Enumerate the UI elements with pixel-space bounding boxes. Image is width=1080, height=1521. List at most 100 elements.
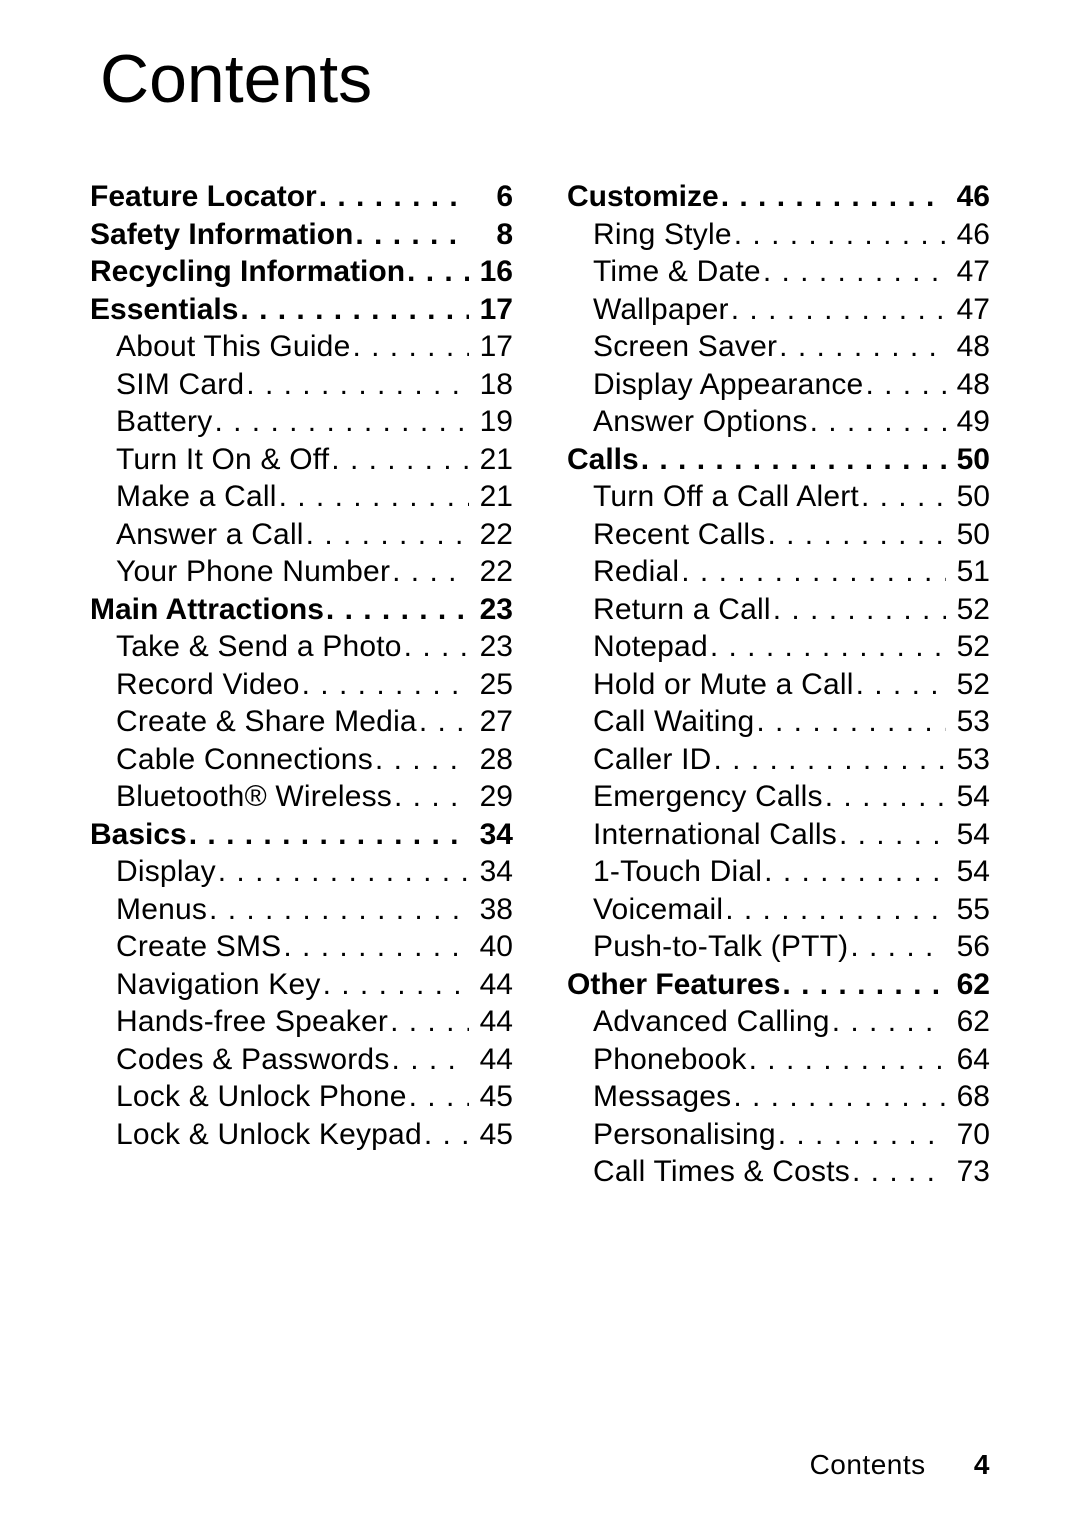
toc-entry-page: 50 bbox=[948, 441, 990, 479]
toc-item: Make a Call21 bbox=[90, 478, 513, 516]
toc-item: Caller ID53 bbox=[567, 741, 990, 779]
toc-leader-dots bbox=[355, 216, 469, 254]
toc-entry-page: 22 bbox=[471, 553, 513, 591]
toc-leader-dots bbox=[218, 853, 469, 891]
toc-entry-page: 34 bbox=[471, 853, 513, 891]
toc-leader-dots bbox=[825, 778, 946, 816]
toc-entry-page: 52 bbox=[948, 591, 990, 629]
toc-entry-label: Notepad bbox=[593, 628, 708, 666]
toc-entry-label: Essentials bbox=[90, 291, 238, 329]
footer-label: Contents bbox=[810, 1449, 926, 1480]
toc-item: About This Guide17 bbox=[90, 328, 513, 366]
toc-item: Call Waiting53 bbox=[567, 703, 990, 741]
toc-entry-label: Ring Style bbox=[593, 216, 732, 254]
toc-leader-dots bbox=[721, 178, 946, 216]
toc-item: Push-to-Talk (PTT)56 bbox=[567, 928, 990, 966]
toc-leader-dots bbox=[319, 178, 469, 216]
toc-leader-dots bbox=[763, 253, 946, 291]
toc-entry-label: International Calls bbox=[593, 816, 837, 854]
toc-leader-dots bbox=[714, 741, 947, 779]
toc-entry-label: Voicemail bbox=[593, 891, 723, 929]
toc-entry-page: 47 bbox=[948, 253, 990, 291]
toc-leader-dots bbox=[326, 591, 469, 629]
toc-entry-label: Cable Connections bbox=[116, 741, 373, 779]
toc-entry-page: 25 bbox=[471, 666, 513, 704]
toc-entry-page: 45 bbox=[471, 1116, 513, 1154]
toc-entry-page: 64 bbox=[948, 1041, 990, 1079]
toc-entry-page: 62 bbox=[948, 966, 990, 1004]
toc-leader-dots bbox=[323, 966, 469, 1004]
toc-item: Phonebook 64 bbox=[567, 1041, 990, 1079]
toc-item: Recent Calls 50 bbox=[567, 516, 990, 554]
page-title: Contents bbox=[100, 40, 990, 118]
toc-entry-page: 47 bbox=[948, 291, 990, 329]
toc-entry-label: Take & Send a Photo bbox=[116, 628, 402, 666]
toc-leader-dots bbox=[279, 478, 469, 516]
toc-entry-label: Advanced Calling bbox=[593, 1003, 830, 1041]
toc-leader-dots bbox=[733, 1078, 946, 1116]
toc-section: Essentials 17 bbox=[90, 291, 513, 329]
toc-entry-label: Main Attractions bbox=[90, 591, 324, 629]
toc-entry-label: Create & Share Media bbox=[116, 703, 417, 741]
toc-entry-page: 17 bbox=[471, 291, 513, 329]
toc-entry-page: 18 bbox=[471, 366, 513, 404]
toc-entry-page: 45 bbox=[471, 1078, 513, 1116]
toc-entry-label: Messages bbox=[593, 1078, 731, 1116]
toc-entry-page: 46 bbox=[948, 178, 990, 216]
toc-leader-dots bbox=[419, 703, 469, 741]
toc-entry-label: Record Video bbox=[116, 666, 300, 704]
toc-section: Other Features62 bbox=[567, 966, 990, 1004]
toc-entry-page: 40 bbox=[471, 928, 513, 966]
toc-item: Voicemail 55 bbox=[567, 891, 990, 929]
toc-leader-dots bbox=[850, 928, 946, 966]
toc-entry-page: 54 bbox=[948, 853, 990, 891]
toc-entry-page: 8 bbox=[471, 216, 513, 254]
toc-entry-page: 68 bbox=[948, 1078, 990, 1116]
toc-entry-page: 28 bbox=[471, 741, 513, 779]
toc-entry-page: 53 bbox=[948, 741, 990, 779]
toc-entry-page: 27 bbox=[471, 703, 513, 741]
toc-section: Customize46 bbox=[567, 178, 990, 216]
toc-entry-page: 29 bbox=[471, 778, 513, 816]
toc-leader-dots bbox=[756, 703, 946, 741]
toc-item: Answer Options49 bbox=[567, 403, 990, 441]
toc-leader-dots bbox=[209, 891, 469, 929]
toc-entry-label: Wallpaper bbox=[593, 291, 729, 329]
toc-entry-page: 52 bbox=[948, 666, 990, 704]
toc-entry-label: Battery bbox=[116, 403, 212, 441]
toc-leader-dots bbox=[779, 328, 946, 366]
toc-entry-page: 22 bbox=[471, 516, 513, 554]
toc-entry-page: 70 bbox=[948, 1116, 990, 1154]
toc-entry-label: Recycling Information bbox=[90, 253, 405, 291]
toc-leader-dots bbox=[394, 778, 469, 816]
toc-entry-label: Lock & Unlock Keypad bbox=[116, 1116, 422, 1154]
toc-entry-label: Recent Calls bbox=[593, 516, 765, 554]
toc-entry-label: Phonebook bbox=[593, 1041, 747, 1079]
toc-entry-label: Call Waiting bbox=[593, 703, 754, 741]
toc-entry-page: 21 bbox=[471, 441, 513, 479]
toc-entry-page: 16 bbox=[471, 253, 513, 291]
toc-item: Bluetooth® Wireless29 bbox=[90, 778, 513, 816]
toc-leader-dots bbox=[764, 853, 946, 891]
toc-section: Recycling Information 16 bbox=[90, 253, 513, 291]
toc-entry-page: 55 bbox=[948, 891, 990, 929]
toc-leader-dots bbox=[352, 328, 469, 366]
toc-item: Emergency Calls54 bbox=[567, 778, 990, 816]
toc-leader-dots bbox=[283, 928, 469, 966]
toc-item: Ring Style46 bbox=[567, 216, 990, 254]
toc-leader-dots bbox=[214, 403, 469, 441]
toc-entry-label: SIM Card bbox=[116, 366, 244, 404]
toc-entry-label: Display Appearance bbox=[593, 366, 863, 404]
toc-item: Display Appearance48 bbox=[567, 366, 990, 404]
toc-item: Call Times & Costs73 bbox=[567, 1153, 990, 1191]
toc-item: Return a Call52 bbox=[567, 591, 990, 629]
toc-entry-label: Call Times & Costs bbox=[593, 1153, 850, 1191]
toc-entry-label: Hold or Mute a Call bbox=[593, 666, 854, 704]
toc-entry-page: 50 bbox=[948, 516, 990, 554]
toc-item: Wallpaper 47 bbox=[567, 291, 990, 329]
toc-item: Codes & Passwords44 bbox=[90, 1041, 513, 1079]
toc-entry-label: Create SMS bbox=[116, 928, 281, 966]
toc-leader-dots bbox=[392, 553, 469, 591]
toc-item: Advanced Calling62 bbox=[567, 1003, 990, 1041]
toc-columns: Feature Locator6Safety Information8Recyc… bbox=[90, 178, 990, 1191]
